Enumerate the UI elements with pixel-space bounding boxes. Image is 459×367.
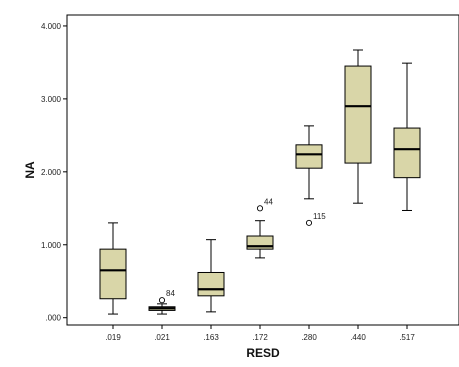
box-p280: 115 <box>295 125 326 226</box>
box-p440 <box>344 49 372 204</box>
outlier-label: 115 <box>313 212 326 221</box>
iqr-box <box>99 248 127 300</box>
x-tick-label: .280 <box>301 333 317 342</box>
y-tick-label: 4.000 <box>41 22 62 31</box>
y-tick-label: 1.000 <box>41 241 62 250</box>
x-tick-label: .517 <box>399 333 415 342</box>
iqr-box <box>344 65 372 164</box>
y-tick-label: 2.000 <box>41 168 62 177</box>
outlier-label: 84 <box>166 289 175 298</box>
outlier-point <box>256 205 264 212</box>
box-p163 <box>197 239 225 313</box>
x-tick-label: .172 <box>252 333 268 342</box>
x-tick-label: .021 <box>154 333 170 342</box>
box-series: 84 44 115 <box>99 49 421 315</box>
x-axis: .019 .021 .163 .172 .280 .440 .517 <box>105 325 415 342</box>
iqr-box <box>393 127 421 179</box>
x-axis-title: RESD <box>246 346 280 360</box>
x-tick-label: .019 <box>105 333 121 342</box>
outlier-point <box>158 297 166 304</box>
iqr-box <box>197 271 225 297</box>
box-p517 <box>393 62 421 211</box>
box-p021: 84 <box>148 289 176 315</box>
box-p172: 44 <box>246 197 274 259</box>
y-tick-label: 3.000 <box>41 95 62 104</box>
y-axis: .000 1.000 2.000 3.000 4.000 <box>41 22 67 323</box>
x-tick-label: .163 <box>203 333 219 342</box>
y-tick-label: .000 <box>45 314 61 323</box>
y-axis-title: NA <box>23 161 37 179</box>
box-p019 <box>99 222 127 315</box>
iqr-box <box>295 144 323 169</box>
outlier-label: 44 <box>264 197 273 206</box>
outlier-point <box>305 219 313 226</box>
x-tick-label: .440 <box>350 333 366 342</box>
